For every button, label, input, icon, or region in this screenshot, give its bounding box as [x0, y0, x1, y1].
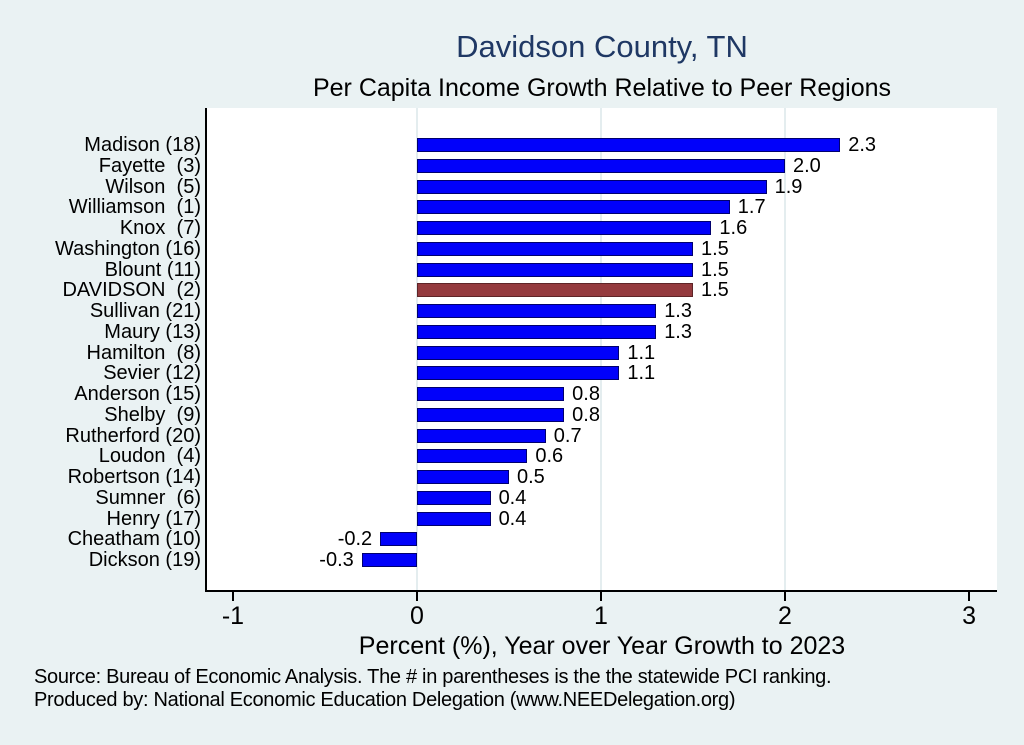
- bar: [416, 200, 730, 215]
- category-label: Maury (13): [104, 320, 201, 343]
- value-label: 1.7: [737, 196, 766, 219]
- bar: [416, 304, 657, 318]
- value-label: -0.3: [319, 549, 354, 571]
- category-label: Shelby (9): [104, 403, 201, 426]
- y-axis-line: [205, 108, 207, 592]
- value-label: 1.3: [664, 320, 692, 343]
- category-label: DAVIDSON (2): [62, 279, 201, 302]
- chart-subtitle: Per Capita Income Growth Relative to Pee…: [312, 74, 892, 102]
- value-label: 1.5: [700, 279, 729, 302]
- bar: [416, 511, 491, 526]
- category-label: Henry (17): [106, 507, 201, 530]
- bar: [416, 449, 528, 464]
- bar: [416, 241, 693, 256]
- category-label: Wilson (5): [105, 175, 201, 198]
- category-label: Washington (16): [55, 237, 201, 260]
- category-label: Dickson (19): [88, 549, 201, 571]
- x-axis-label: Percent (%), Year over Year Growth to 20…: [358, 632, 846, 660]
- value-label: 0.6: [535, 445, 564, 468]
- category-label: Fayette (3): [98, 154, 201, 177]
- axis-tick: [968, 592, 971, 601]
- category-label: Hamilton (8): [86, 341, 201, 364]
- category-label: Knox (7): [119, 217, 201, 239]
- bar: [416, 428, 546, 443]
- value-label: 0.5: [516, 466, 545, 488]
- value-label: 2.3: [848, 134, 877, 156]
- bar: [416, 470, 509, 484]
- tick-label: 3: [962, 602, 976, 630]
- bar: [416, 324, 657, 339]
- value-label: -0.2: [337, 528, 373, 551]
- bar: [416, 262, 693, 277]
- bar: [416, 366, 620, 381]
- value-label: 0.8: [572, 403, 600, 426]
- value-label: 1.5: [700, 258, 729, 281]
- axis-tick: [231, 592, 234, 601]
- value-label: 1.1: [627, 341, 656, 364]
- value-label: 0.7: [553, 424, 582, 447]
- value-label: 1.3: [664, 300, 692, 322]
- gridline: [784, 108, 786, 590]
- axis-tick: [415, 592, 418, 601]
- source-line: Source: Bureau of Economic Analysis. The…: [34, 666, 832, 688]
- category-label: Sullivan (21): [89, 300, 201, 322]
- tick-label: 2: [778, 602, 792, 630]
- value-label: 2.0: [793, 154, 821, 177]
- value-label: 1.1: [627, 362, 656, 385]
- category-label: Cheatham (10): [67, 528, 201, 551]
- category-label: Anderson (15): [74, 383, 201, 405]
- axis-tick: [784, 592, 786, 601]
- category-label: Blount (11): [104, 258, 201, 281]
- bar: [380, 532, 417, 547]
- source-note: Source: Bureau of Economic Analysis. The…: [34, 666, 832, 712]
- bar: [416, 158, 785, 173]
- x-axis-line: [205, 590, 997, 592]
- category-label: Sumner (6): [95, 486, 201, 509]
- tick-label: 1: [594, 602, 608, 630]
- value-label: 1.9: [774, 175, 803, 198]
- producer-line: Produced by: National Economic Education…: [34, 689, 736, 711]
- tick-label: -1: [221, 602, 245, 630]
- category-label: Sevier (12): [103, 362, 201, 385]
- bar: [416, 490, 491, 505]
- category-label: Williamson (1): [68, 196, 201, 219]
- bar: [416, 387, 565, 401]
- bar: [361, 553, 417, 567]
- chart-title: Davidson County, TN: [456, 29, 748, 64]
- bar-highlight: [416, 283, 693, 298]
- value-label: 1.5: [700, 237, 729, 260]
- value-label: 0.4: [498, 486, 527, 509]
- category-label: Robertson (14): [67, 466, 201, 488]
- bar: [416, 138, 841, 152]
- bar: [416, 221, 712, 235]
- bar: [416, 407, 565, 422]
- tick-label: 0: [410, 602, 424, 630]
- value-label: 1.6: [719, 217, 748, 239]
- bar: [416, 179, 767, 194]
- category-label: Madison (18): [84, 134, 201, 156]
- value-label: 0.4: [498, 507, 527, 530]
- axis-tick: [599, 592, 602, 601]
- bar: [416, 345, 620, 360]
- category-label: Rutherford (20): [65, 424, 201, 447]
- category-label: Loudon (4): [98, 445, 201, 468]
- value-label: 0.8: [572, 383, 600, 405]
